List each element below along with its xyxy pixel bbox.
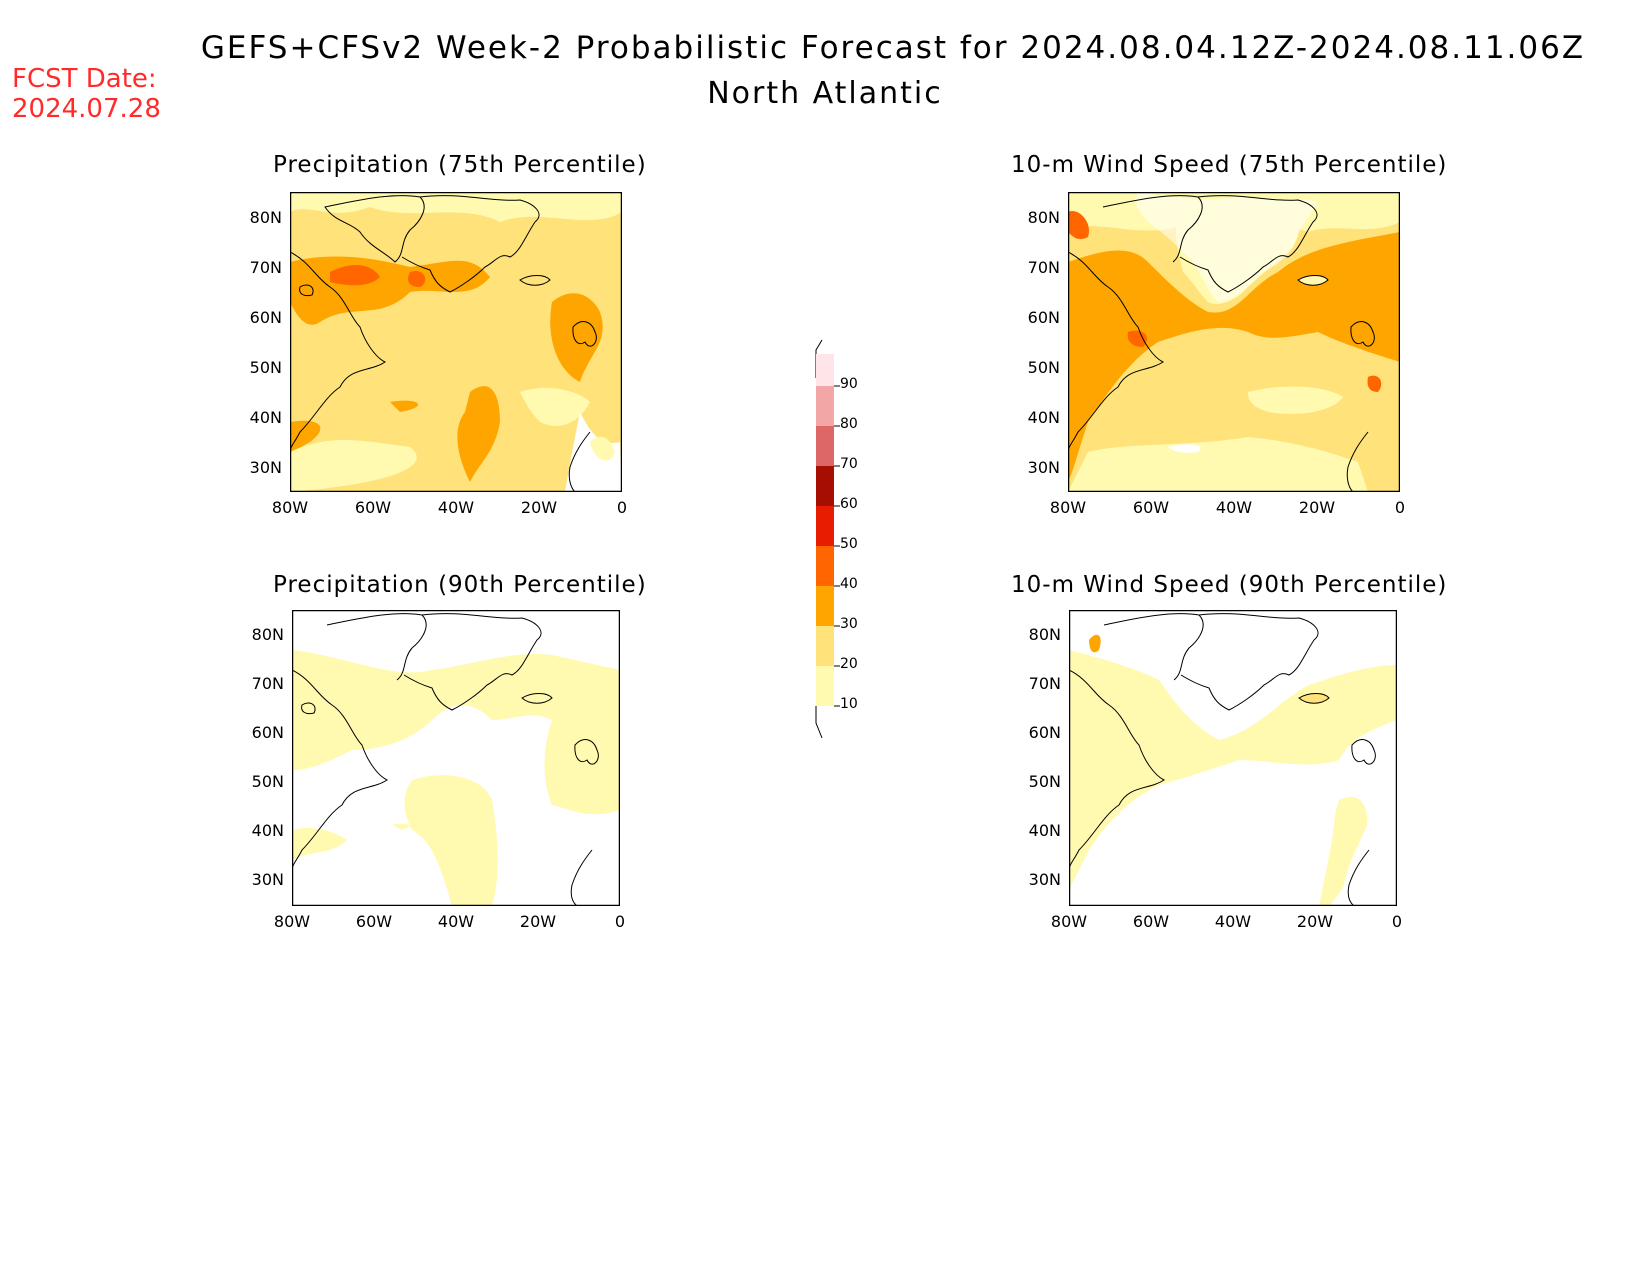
lon-tick-label: 0 [1391,912,1403,931]
lat-tick-label: 40N [251,821,284,840]
lon-tick-label: 60W [355,912,393,931]
panel-title-wind-75: 10-m Wind Speed (75th Percentile) [1011,152,1448,178]
lat-tick-label: 80N [1028,625,1061,644]
lat-tick-label: 70N [1028,674,1061,693]
lon-tick-label: 40W [437,912,475,931]
lon-tick-label: 20W [1298,498,1336,517]
colorbar-label: 60 [840,496,858,512]
lat-tick-label: 70N [249,258,282,277]
colorbar-label: 50 [840,536,858,552]
lat-tick-label: 70N [1027,258,1060,277]
lat-tick-label: 50N [1027,358,1060,377]
lon-tick-label: 20W [520,498,558,517]
lat-tick-label: 30N [249,458,282,477]
colorbar-swatch [816,466,834,506]
map-title: GEFS+CFSv2 Week-2 Probabilistic Forecast… [200,30,1586,66]
fcst-date-label: FCST Date: [12,64,157,94]
lon-tick-label: 80W [1050,912,1088,931]
colorbar-swatch [816,354,834,386]
lon-tick-label: 0 [614,912,626,931]
panel-title-precip-90: Precipitation (90th Percentile) [273,572,647,598]
lat-tick-label: 40N [1028,821,1061,840]
lat-tick-label: 60N [249,308,282,327]
colorbar-label: 20 [840,656,858,672]
map-panel-wind-75 [1068,192,1400,492]
lon-tick-label: 80W [271,498,309,517]
lon-tick-label: 60W [1132,498,1170,517]
lon-tick-label: 60W [1132,912,1170,931]
colorbar-swatch [816,586,834,626]
colorbar-swatch [816,626,834,666]
lat-tick-label: 60N [1027,308,1060,327]
fcst-date-value: 2024.07.28 [12,94,161,124]
lon-tick-label: 0 [616,498,628,517]
lat-tick-label: 40N [249,408,282,427]
lat-tick-label: 50N [1028,772,1061,791]
map-panel-precip-90 [292,610,620,906]
lon-tick-label: 60W [354,498,392,517]
lon-tick-label: 20W [1296,912,1334,931]
lat-tick-label: 80N [251,625,284,644]
colorbar-swatch [816,426,834,466]
colorbar-swatch [816,546,834,586]
lat-tick-label: 50N [249,358,282,377]
panel-title-wind-90: 10-m Wind Speed (90th Percentile) [1011,572,1448,598]
colorbar-label: 80 [840,416,858,432]
lat-tick-label: 60N [251,723,284,742]
colorbar-label: 90 [840,376,858,392]
panel-title-precip-75: Precipitation (75th Percentile) [273,152,647,178]
lat-tick-label: 30N [251,870,284,889]
colorbar-label: 70 [840,456,858,472]
lon-tick-label: 80W [273,912,311,931]
lat-tick-label: 70N [251,674,284,693]
lat-tick-label: 80N [1027,208,1060,227]
lat-tick-label: 30N [1027,458,1060,477]
map-panel-wind-90 [1069,610,1397,906]
map-subtitle: North Atlantic [707,76,943,111]
colorbar-swatch [816,386,834,426]
lat-tick-label: 60N [1028,723,1061,742]
lat-tick-label: 40N [1027,408,1060,427]
lon-tick-label: 20W [519,912,557,931]
lon-tick-label: 40W [1215,498,1253,517]
colorbar-swatch [816,506,834,546]
colorbar-label: 10 [840,696,858,712]
colorbar [815,339,840,739]
colorbar-swatch [816,666,834,706]
colorbar-label: 40 [840,576,858,592]
lon-tick-label: 40W [1214,912,1252,931]
lat-tick-label: 80N [249,208,282,227]
lon-tick-label: 40W [437,498,475,517]
lat-tick-label: 50N [251,772,284,791]
lon-tick-label: 80W [1049,498,1087,517]
map-panel-precip-75 [290,192,622,492]
colorbar-label: 30 [840,616,858,632]
lat-tick-label: 30N [1028,870,1061,889]
lon-tick-label: 0 [1394,498,1406,517]
